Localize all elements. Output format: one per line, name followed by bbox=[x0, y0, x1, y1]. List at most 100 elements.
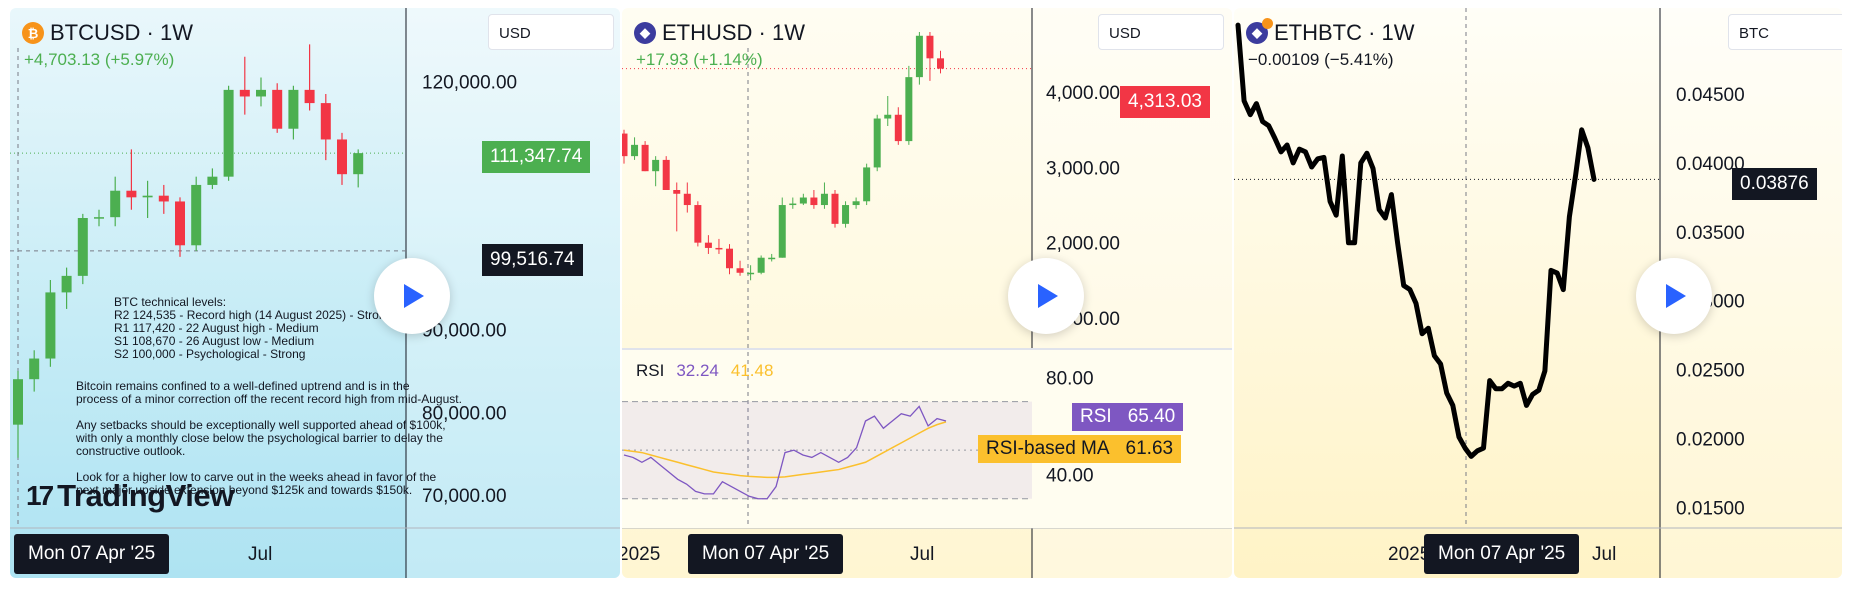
ethbtc-chart-panel[interactable]: 0.045000.040000.035000.030000.025000.020… bbox=[1234, 8, 1842, 578]
candle-body bbox=[747, 272, 755, 275]
bitcoin-badge-icon bbox=[1262, 18, 1273, 29]
candle-body bbox=[778, 205, 786, 258]
candle-body bbox=[175, 201, 185, 246]
price-axis-tick: 3,000.00 bbox=[1046, 158, 1120, 179]
note-line: next major upside extension beyond $125k… bbox=[76, 483, 413, 497]
rsi-tag-value: 65.40 bbox=[1119, 403, 1184, 431]
rsi-ma-value: 41.48 bbox=[730, 361, 774, 380]
rsi-axis-tick: 80.00 bbox=[1046, 368, 1094, 389]
rsi-price-tag: RSI 65.40 bbox=[1072, 403, 1184, 431]
note-line: with only a monthly close below the psyc… bbox=[76, 431, 443, 445]
symbol-title[interactable]: ETHUSD · 1W bbox=[662, 20, 805, 45]
candle-body bbox=[768, 257, 776, 260]
time-axis-label: Jul bbox=[1592, 544, 1617, 565]
note-line: Any setbacks should be exceptionally wel… bbox=[76, 418, 446, 432]
price-axis-tick: 120,000.00 bbox=[422, 73, 517, 94]
price-change: +4,703.13 (+5.97%) bbox=[24, 50, 175, 69]
candle-body bbox=[852, 201, 860, 206]
price-change: −0.00109 (−5.41%) bbox=[1248, 50, 1394, 69]
candle-body bbox=[353, 153, 364, 175]
currency-label[interactable]: BTC bbox=[1728, 14, 1842, 50]
price-axis-tick: 80,000.00 bbox=[422, 403, 507, 424]
ethbtc-chart[interactable]: 0.045000.040000.035000.030000.025000.020… bbox=[1234, 8, 1842, 578]
note-line: R1 117,420 - 22 August high - Medium bbox=[114, 321, 319, 335]
candle-body bbox=[736, 268, 744, 273]
symbol-title[interactable]: BTCUSD · 1W bbox=[50, 20, 193, 45]
candle-body bbox=[288, 89, 299, 129]
candle-body bbox=[126, 190, 137, 198]
last-price-label: 111,347.74 bbox=[482, 141, 591, 173]
play-button[interactable] bbox=[374, 258, 450, 334]
bitcoin-icon: ₿ bbox=[22, 22, 44, 44]
candle-body bbox=[905, 77, 913, 142]
note-line: Bitcoin remains confined to a well-defin… bbox=[76, 379, 410, 393]
candle-body bbox=[820, 193, 828, 206]
last-price-label: 0.03876 bbox=[1732, 168, 1817, 200]
candle-body bbox=[884, 114, 892, 119]
price-axis-tick: 0.04500 bbox=[1676, 85, 1745, 106]
price-axis-tick: 2,000.00 bbox=[1046, 234, 1120, 255]
candle-body bbox=[842, 205, 850, 224]
candle-body bbox=[799, 197, 807, 204]
candle-body bbox=[631, 144, 639, 157]
crosshair-time-label: Mon 07 Apr '25 bbox=[14, 534, 170, 574]
candle-body bbox=[272, 89, 283, 129]
price-axis-tick: 0.01500 bbox=[1676, 498, 1745, 519]
candle-body bbox=[158, 195, 169, 202]
candle-body bbox=[13, 379, 23, 425]
crosshair-time-label: Mon 07 Apr '25 bbox=[1424, 534, 1580, 574]
play-button[interactable] bbox=[1008, 258, 1084, 334]
candle-body bbox=[789, 203, 797, 206]
note-line: process of a minor correction off the re… bbox=[76, 392, 462, 406]
candle-body bbox=[77, 218, 88, 276]
symbol-title[interactable]: ETHBTC · 1W bbox=[1274, 20, 1415, 45]
currency-label[interactable]: USD bbox=[488, 14, 614, 50]
play-button[interactable] bbox=[1636, 258, 1712, 334]
ethusd-chart-panel[interactable]: 4,000.00 3,000.00 2,000.00 1,000.00 80.00 40.… bbox=[622, 8, 1232, 578]
ethereum-bitcoin-icon: ◆ bbox=[1246, 18, 1273, 44]
chart-header: ◆ ETHBTC · 1W bbox=[1246, 18, 1415, 46]
candle-body bbox=[223, 89, 234, 177]
analysis-notes-levels: BTC technical levels: R2 124,535 - Recor… bbox=[114, 296, 392, 361]
rsi-label[interactable]: RSI bbox=[636, 361, 665, 380]
analysis-notes-body: Bitcoin remains confined to a well-defin… bbox=[76, 380, 462, 497]
candle-body bbox=[207, 176, 218, 185]
candle-body bbox=[191, 184, 202, 246]
rsi-tag-label: RSI bbox=[1072, 403, 1120, 431]
price-axis-tick: 0.02500 bbox=[1676, 361, 1745, 382]
rsi-legend: RSI 32.24 41.48 bbox=[636, 361, 773, 381]
rsi-line bbox=[623, 405, 947, 500]
crosshair-price-label: 99,516.74 bbox=[482, 244, 583, 276]
rsi-ma-tag-label: RSI-based MA bbox=[978, 435, 1118, 463]
candle-body bbox=[715, 247, 723, 250]
note-line: S2 100,000 - Psychological - Strong bbox=[114, 347, 306, 361]
candle-body bbox=[726, 248, 733, 269]
note-line: Look for a higher low to carve out in th… bbox=[76, 470, 437, 484]
candle-body bbox=[810, 197, 818, 206]
candle-body bbox=[304, 89, 315, 104]
candle-body bbox=[926, 35, 934, 59]
candle-body bbox=[915, 35, 923, 78]
candle-body bbox=[694, 205, 702, 243]
candle-body bbox=[94, 217, 104, 219]
candle-body bbox=[256, 89, 266, 97]
candle-body bbox=[704, 242, 712, 248]
candle-body bbox=[45, 292, 56, 359]
tradingview-wordmark: TradingView bbox=[57, 478, 234, 513]
last-price-label: 4,313.03 bbox=[1120, 86, 1210, 118]
time-axis-label: Jul bbox=[910, 544, 935, 565]
rsi-axis-tick: 40.00 bbox=[1046, 465, 1094, 486]
price-axis-tick: 0.04000 bbox=[1676, 154, 1745, 175]
candle-body bbox=[239, 89, 250, 97]
chart-header: ₿ BTCUSD · 1W bbox=[22, 20, 193, 46]
btcusd-chart-panel[interactable]: 120,000.00 90,000.00 80,000.00 70,000.00 ₿ … bbox=[10, 8, 620, 578]
ethereum-glyph: ◆ bbox=[1252, 25, 1262, 40]
price-axis-tick: 4,000.00 bbox=[1046, 83, 1120, 104]
candle-body bbox=[61, 275, 72, 293]
candle-body bbox=[662, 159, 670, 190]
note-line: S1 108,670 - 26 August low - Medium bbox=[114, 334, 315, 348]
candle-body bbox=[831, 193, 839, 224]
price-axis-tick: 0.03500 bbox=[1676, 223, 1745, 244]
candle-body bbox=[320, 103, 331, 140]
currency-label[interactable]: USD bbox=[1098, 14, 1224, 50]
